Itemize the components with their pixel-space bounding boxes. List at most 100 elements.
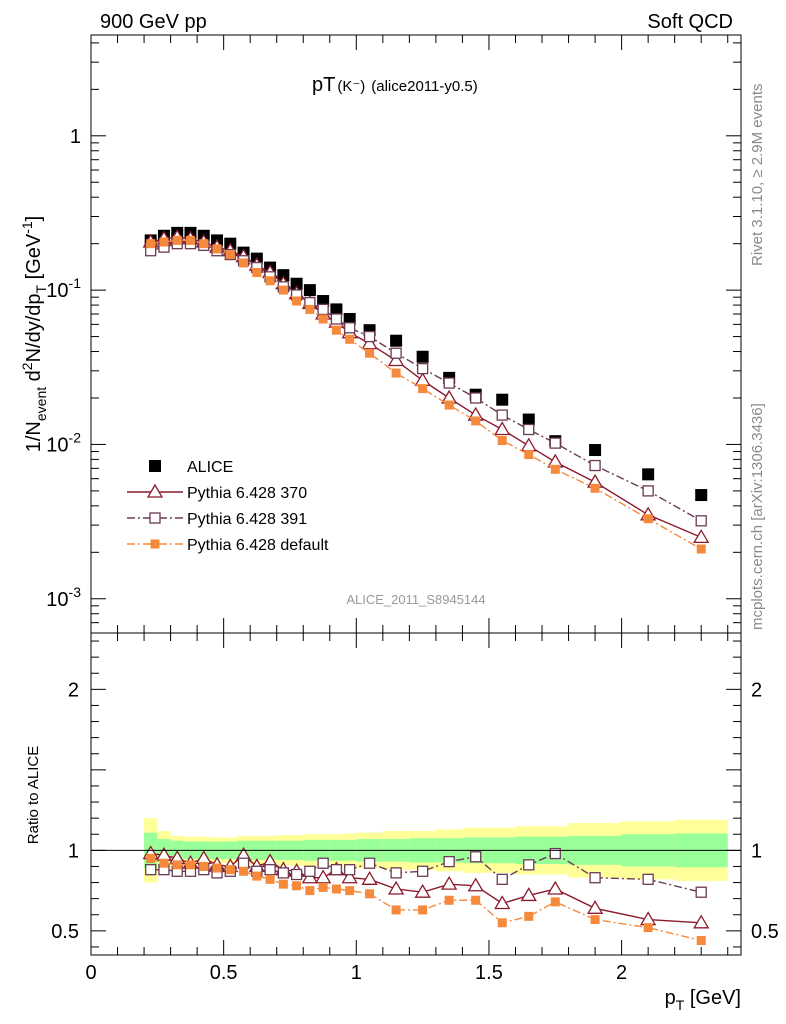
ratio-pythia-6-428-default-point [331, 884, 341, 894]
plot-title-main: pT [312, 74, 335, 96]
ratio-y-tick-label-right: 2 [751, 679, 762, 701]
ratio-pythia-6-428-default-point [292, 881, 302, 891]
main-alice-point [303, 284, 316, 297]
ratio-pythia-6-428-391-point [496, 873, 508, 885]
ratio-y-tick-label: 0.5 [51, 921, 79, 943]
plot-title-tag: (alice2011-y0.5) [371, 78, 477, 95]
main-alice-point [277, 269, 290, 282]
ratio-pythia-6-428-default-point [185, 860, 195, 870]
ratio-y-tick-label-right: 1 [751, 840, 762, 862]
main-pythia-6-428-391-point [496, 409, 508, 421]
ratio-pythia-6-428-default-point [471, 895, 481, 905]
ratio-series-layer [142, 845, 710, 946]
main-pythia-6-428-391-point [317, 303, 329, 316]
x-tick-label: 1.5 [475, 962, 503, 984]
plot-title: pT (K⁻) (alice2011-y0.5) [312, 74, 478, 96]
ratio-pythia-6-428-default-point [199, 861, 209, 871]
main-pythia-6-428-default-point [185, 235, 195, 245]
ratio-pythia-6-428-391-point [344, 864, 356, 876]
legend-marker [150, 539, 160, 549]
legend-label: Pythia 6.428 370 [187, 485, 307, 502]
main-alice-point [390, 334, 403, 347]
main-pythia-6-428-default-point [524, 450, 534, 460]
header-right: Soft QCD [647, 11, 733, 33]
legend-marker [149, 512, 161, 524]
ratio-pythia-6-428-391-point [589, 872, 601, 884]
main-pythia-6-428-370-point [414, 372, 431, 387]
analysis-watermark: ALICE_2011_S8945144 [346, 592, 485, 607]
main-pythia-6-428-391-point [344, 322, 356, 334]
main-pythia-6-428-391-point [330, 313, 343, 325]
ratio-pythia-6-428-default-point [550, 897, 560, 907]
ratio-pythia-6-428-370-point [520, 887, 537, 902]
ratio-pythia-6-428-370-point [387, 880, 405, 895]
legend-entry-pythia-6-428-370: Pythia 6.428 370 [127, 483, 307, 502]
ratio-pythia-6-428-391-point [642, 873, 654, 885]
ratio-pythia-6-428-default-point [365, 889, 375, 899]
ratio-pythia-6-428-default-point [225, 865, 235, 875]
ratio-pythia-6-428-default-point [391, 905, 401, 915]
main-alice-point [416, 350, 429, 363]
ratio-pythia-6-428-default-point [418, 905, 428, 915]
main-pythia-6-428-default-point [199, 239, 209, 249]
ratio-pythia-6-428-default-point [172, 860, 182, 870]
ratio-pythia-6-428-370-point [315, 869, 332, 884]
main-pythia-6-428-default-point [471, 416, 481, 426]
main-pythia-6-428-default-point [278, 285, 288, 295]
main-pythia-6-428-default-point [345, 334, 355, 344]
ratio-pythia-6-428-default-point [643, 923, 653, 933]
legend-label: ALICE [187, 459, 233, 476]
ratio-pythia-6-428-default-point [524, 911, 534, 921]
ratio-pythia-6-428-370-point [341, 869, 358, 884]
ratio-pythia-6-428-391-point [523, 859, 535, 871]
main-pythia-6-428-default-point [212, 244, 222, 254]
ratio-pythia-6-428-391-point [363, 857, 376, 869]
main-pythia-6-428-default-point [643, 514, 653, 524]
main-alice-point [290, 277, 303, 290]
ratio-panel-frame [90, 632, 742, 956]
ratio-pythia-6-428-391-point [290, 868, 303, 881]
ratio-pythia-6-428-default-point [305, 886, 315, 896]
main-alice-point [695, 489, 708, 502]
main-pythia-6-428-default-point [172, 235, 182, 245]
ratio-pythia-6-428-391-point [237, 857, 250, 869]
main-alice-point [642, 468, 655, 481]
main-y-tick-label: 1 [70, 126, 81, 148]
main-pythia-6-428-default-point [225, 250, 235, 260]
x-tick-label: 0.5 [210, 962, 238, 984]
main-pythia-6-428-370-point [494, 421, 511, 436]
rivet-label: Rivet 3.1.10, ≥ 2.9M events [749, 84, 766, 267]
main-y-tick-label: 10-3 [46, 584, 81, 611]
legend-entry-alice: ALICE [149, 459, 233, 476]
main-alice-point [522, 413, 535, 426]
main-pythia-6-428-default-point [252, 268, 262, 278]
main-pythia-6-428-391-point [549, 437, 561, 449]
ratio-pythia-6-428-391-point [695, 886, 707, 898]
ratio-pythia-6-428-default-point [278, 879, 288, 889]
ratio-y-tick-label: 1 [68, 840, 79, 862]
ratio-pythia-6-428-default-point [265, 874, 275, 884]
plot-title-particle: (K⁻) [337, 78, 365, 95]
main-pythia-6-428-391-point [363, 330, 376, 343]
main-y-axis: 10-3 10-2 10-1 1 [46, 35, 741, 634]
ratio-pythia-6-428-default-point [345, 886, 355, 896]
main-pythia-6-428-default-point [365, 348, 375, 358]
main-pythia-6-428-default-point [418, 384, 428, 394]
ratio-pythia-6-428-391-point [390, 867, 402, 879]
ratio-pythia-6-428-default-point [590, 915, 600, 925]
ratio-pythia-6-428-391-point [330, 864, 343, 876]
main-pythia-6-428-391-point [390, 347, 402, 359]
main-pythia-6-428-default-point [292, 296, 302, 306]
ratio-pythia-6-428-391-point [549, 847, 561, 860]
ratio-pythia-6-428-391-point [304, 865, 316, 877]
x-tick-label: 0 [85, 962, 96, 984]
legend: ALICE Pythia 6.428 370 Pythia 6.428 391 Pyt… [127, 459, 329, 554]
ratio-axes: 0.5 0.5 1 1 2 2 0 0.5 1 1.5 2 [51, 633, 779, 984]
main-pythia-6-428-default-point [331, 325, 341, 335]
x-axis-label: pT [GeV] [665, 987, 741, 1013]
main-alice-point [589, 444, 602, 457]
ratio-pythia-6-428-default-point [318, 882, 328, 892]
main-pythia-6-428-default-point [146, 239, 156, 249]
ratio-pythia-6-428-370-point [414, 883, 431, 898]
